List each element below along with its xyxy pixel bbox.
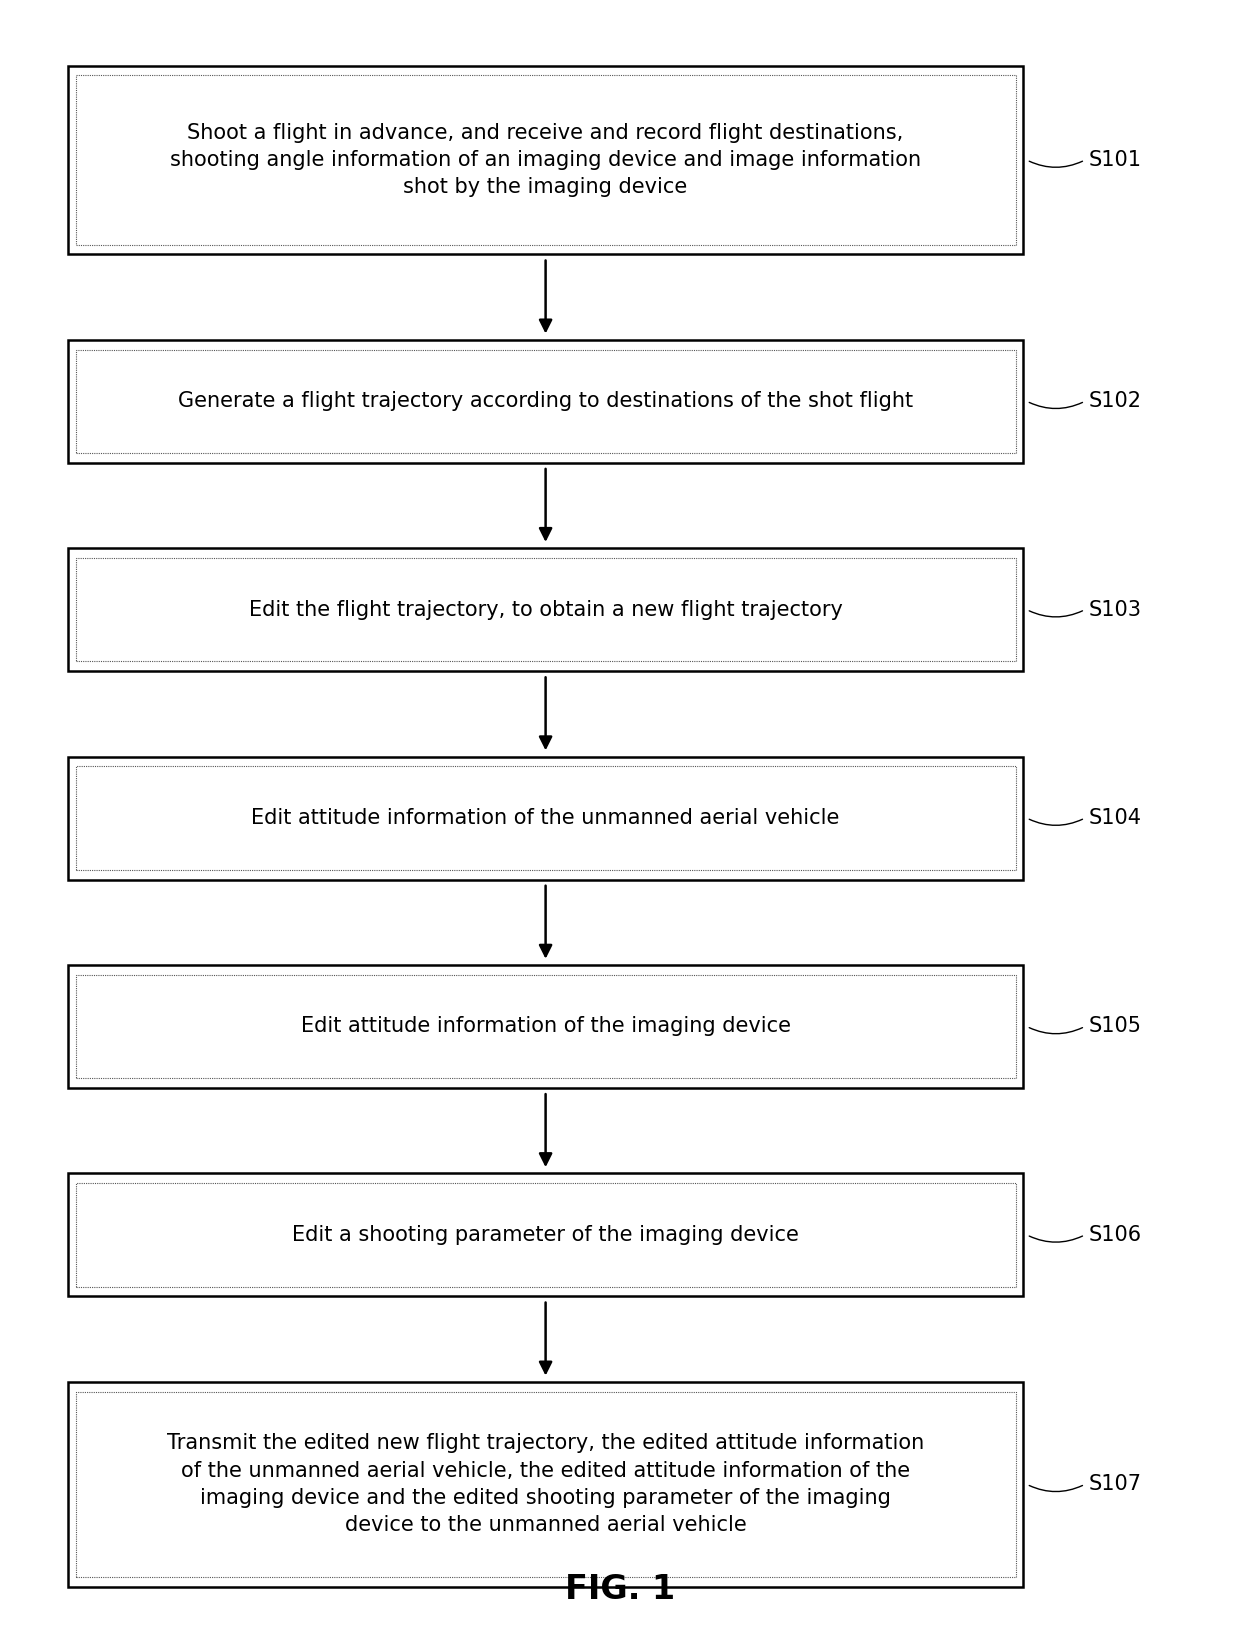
Text: S105: S105 [1089, 1016, 1142, 1037]
Bar [68, 965, 1023, 1088]
Bar [68, 1173, 1023, 1296]
Bar [68, 548, 1023, 671]
Bar [68, 66, 1023, 254]
Text: Edit attitude information of the imaging device: Edit attitude information of the imaging… [300, 1016, 791, 1037]
Bar [76, 1392, 1016, 1577]
Text: Transmit the edited new flight trajectory, the edited attitude information
of th: Transmit the edited new flight trajector… [167, 1434, 924, 1534]
Text: S103: S103 [1089, 599, 1142, 620]
Bar [68, 757, 1023, 880]
Text: Edit a shooting parameter of the imaging device: Edit a shooting parameter of the imaging… [293, 1224, 799, 1246]
Text: Edit attitude information of the unmanned aerial vehicle: Edit attitude information of the unmanne… [252, 807, 839, 829]
Text: S102: S102 [1089, 391, 1142, 412]
Text: S106: S106 [1089, 1224, 1142, 1246]
Text: FIG. 1: FIG. 1 [565, 1572, 675, 1607]
Bar [76, 766, 1016, 870]
Bar [76, 75, 1016, 245]
Text: Edit the flight trajectory, to obtain a new flight trajectory: Edit the flight trajectory, to obtain a … [249, 599, 842, 620]
Text: S104: S104 [1089, 807, 1142, 829]
Bar [76, 975, 1016, 1078]
Bar [76, 350, 1016, 453]
Bar [76, 1183, 1016, 1287]
Text: S107: S107 [1089, 1474, 1142, 1495]
Text: Generate a flight trajectory according to destinations of the shot flight: Generate a flight trajectory according t… [179, 391, 913, 412]
Bar [76, 558, 1016, 661]
Bar [68, 1382, 1023, 1587]
Text: S101: S101 [1089, 149, 1142, 171]
Bar [68, 340, 1023, 463]
Text: Shoot a flight in advance, and receive and record flight destinations,
shooting : Shoot a flight in advance, and receive a… [170, 123, 921, 197]
